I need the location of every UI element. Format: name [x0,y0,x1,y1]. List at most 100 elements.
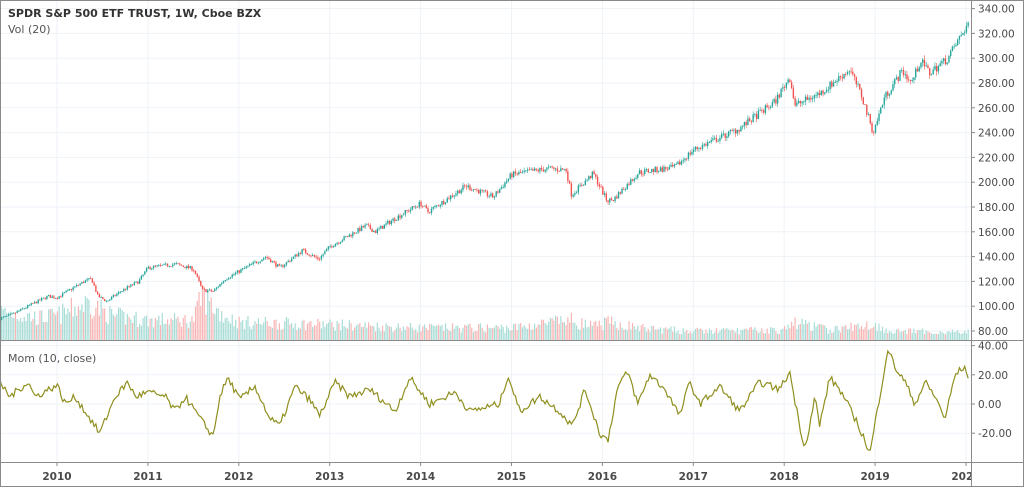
candle[interactable] [757,110,760,120]
candle[interactable] [598,184,601,187]
candle[interactable] [518,172,520,175]
candle[interactable] [266,257,268,259]
candle[interactable] [324,251,326,255]
candle[interactable] [658,171,660,173]
candle[interactable] [144,271,146,275]
candle[interactable] [895,77,898,80]
candle[interactable] [542,169,545,172]
candle[interactable] [189,266,191,269]
candle[interactable] [427,208,429,213]
candle[interactable] [54,298,57,299]
candle[interactable] [712,138,714,141]
candle[interactable] [254,261,256,263]
candle[interactable] [707,142,709,146]
candle[interactable] [621,188,623,194]
candle[interactable] [455,193,457,196]
candle[interactable] [448,198,450,200]
candle[interactable] [876,120,878,125]
candle[interactable] [318,259,321,260]
candle[interactable] [345,236,347,238]
candle[interactable] [357,227,359,233]
candle[interactable] [705,144,707,146]
candle[interactable] [289,260,291,262]
candle[interactable] [308,254,310,256]
candle[interactable] [179,263,181,265]
candle[interactable] [269,259,272,263]
candle[interactable] [268,257,270,260]
candle[interactable] [750,121,753,123]
candle[interactable] [659,167,662,172]
candle[interactable] [306,253,309,255]
candle[interactable] [922,59,924,63]
candle[interactable] [154,265,157,267]
candle[interactable] [42,297,45,299]
candle[interactable] [808,97,810,100]
candle[interactable] [214,289,216,292]
candle[interactable] [233,274,235,275]
candle[interactable] [754,114,756,115]
candle[interactable] [243,268,246,269]
candle[interactable] [740,126,742,132]
candle[interactable] [151,268,153,270]
candle[interactable] [82,281,85,283]
candle[interactable] [719,137,721,141]
candle[interactable] [149,266,151,270]
candle[interactable] [572,194,574,197]
candle[interactable] [135,281,137,283]
price-candles[interactable] [0,21,969,321]
candle[interactable] [694,146,697,150]
candle[interactable] [902,69,905,76]
candle[interactable] [561,168,564,170]
candle[interactable] [899,70,901,81]
candle[interactable] [885,91,887,98]
candle[interactable] [198,276,200,281]
candle[interactable] [649,172,651,173]
candle[interactable] [495,191,497,197]
candle[interactable] [965,25,968,33]
candle[interactable] [311,255,314,256]
candle[interactable] [161,264,164,266]
candle[interactable] [126,286,129,290]
candle[interactable] [845,74,847,75]
candle[interactable] [165,263,167,265]
candle[interactable] [152,265,155,269]
candle[interactable] [537,169,539,172]
candle[interactable] [170,266,172,268]
candle[interactable] [696,146,698,149]
candle[interactable] [923,59,926,67]
candle[interactable] [224,280,226,282]
candle[interactable] [727,131,730,137]
candle[interactable] [53,296,55,299]
candle[interactable] [478,190,480,194]
candle[interactable] [348,234,351,237]
candle[interactable] [35,301,38,304]
candle[interactable] [831,81,833,87]
candle[interactable] [591,171,594,179]
candle[interactable] [247,265,249,267]
candle[interactable] [20,308,22,311]
candle[interactable] [471,189,473,191]
candle[interactable] [283,264,286,267]
candle[interactable] [693,149,695,152]
candle[interactable] [540,167,543,170]
candle[interactable] [502,187,504,188]
candle[interactable] [184,266,186,269]
candle[interactable] [616,196,618,199]
candle[interactable] [528,169,531,171]
candle[interactable] [84,280,87,283]
candle[interactable] [953,46,955,48]
candle[interactable] [934,66,936,70]
candle[interactable] [467,185,469,188]
candle[interactable] [745,122,747,126]
candle[interactable] [936,66,938,72]
candle[interactable] [481,189,483,191]
candle[interactable] [395,220,398,221]
momentum-axis[interactable]: 40.00 20.00 0.00 -20.00 [971,341,1012,441]
candle[interactable] [422,206,424,207]
candle[interactable] [44,297,46,299]
candle[interactable] [159,265,162,266]
candle[interactable] [242,268,244,270]
candle[interactable] [713,137,716,139]
candle[interactable] [404,210,406,215]
candle[interactable] [114,295,116,296]
